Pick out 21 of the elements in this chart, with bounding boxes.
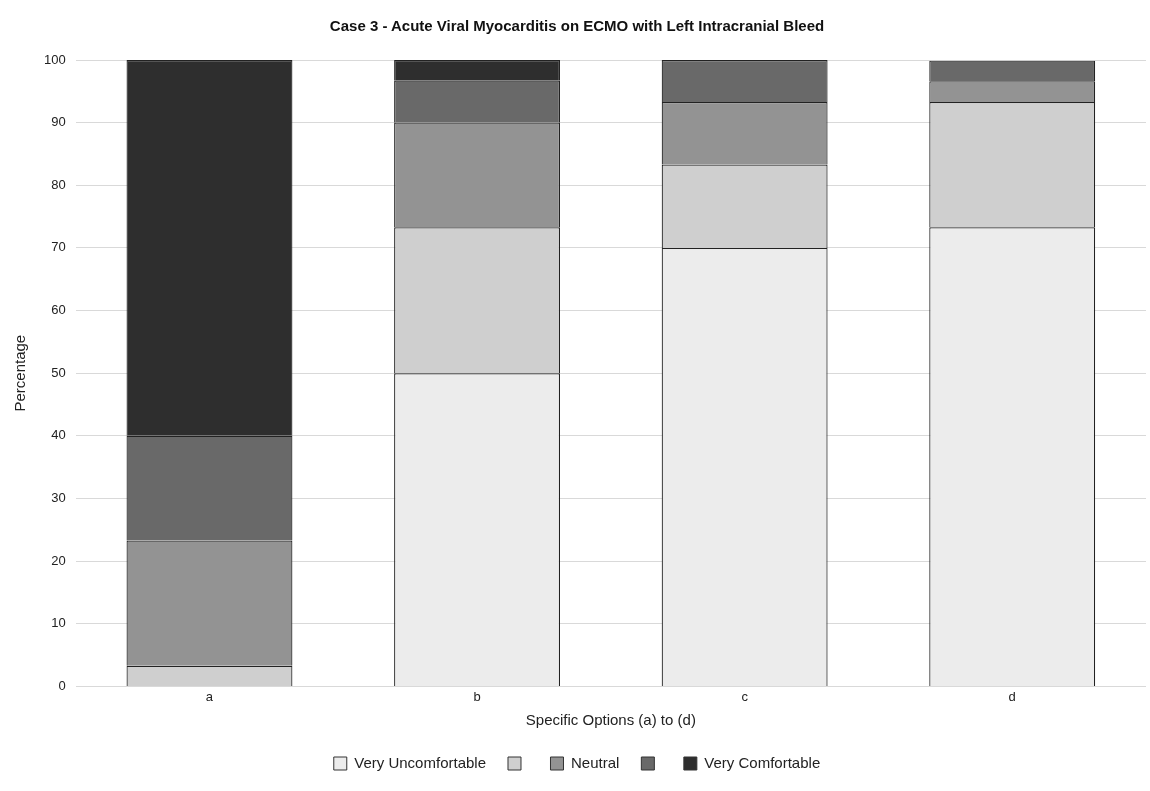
legend-label: Very Comfortable [704,753,821,771]
x-tick-label: b [473,688,481,704]
x-axis-title: Specific Options (a) to (d) [525,711,696,729]
y-tick-label: 10 [51,615,66,631]
legend-label: Neutral [570,753,620,771]
y-tick-label: 70 [51,239,66,255]
y-tick-label: 100 [43,51,66,67]
x-tick-label: a [205,688,214,704]
x-tick-label: c [741,688,749,704]
x-tick-label: d [1008,688,1016,704]
y-tick-label: 90 [51,114,66,130]
y-tick-label: 30 [51,490,66,506]
y-tick-label: 20 [51,552,66,568]
y-tick-label: 60 [51,302,66,318]
legend-label: Very Uncomfortable [354,753,486,771]
y-tick-label: 80 [51,176,66,192]
y-tick-label: 0 [58,677,66,693]
chart-title: Case 3 - Acute Viral Myocarditis on ECMO with Left Intracranial Bleed [329,17,825,35]
y-tick-label: 50 [51,364,66,380]
y-tick-label: 40 [51,427,66,443]
y-axis-title: Percentage [11,334,29,412]
